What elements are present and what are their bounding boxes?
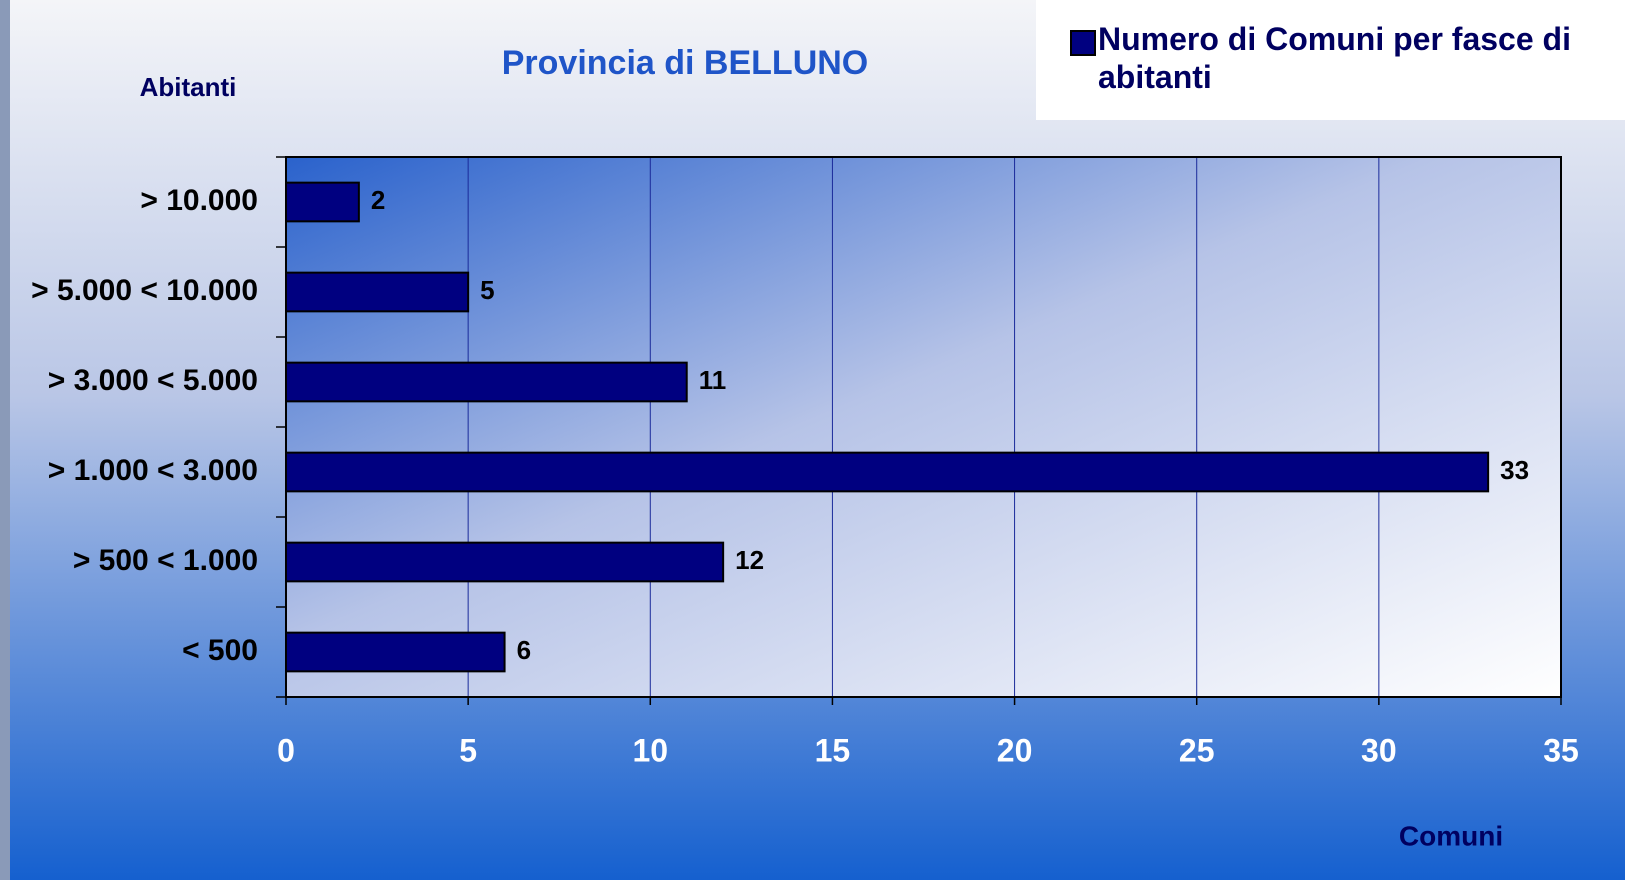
plot-area xyxy=(286,157,1561,697)
chart-title: Provincia di BELLUNO xyxy=(502,44,869,82)
y-tick-label: > 3.000 < 5.000 xyxy=(48,364,258,397)
left-strip xyxy=(0,0,10,880)
x-tick-label: 0 xyxy=(277,732,295,768)
y-tick-label: > 1.000 < 3.000 xyxy=(48,454,258,487)
legend-swatch xyxy=(1070,30,1096,56)
data-label: 11 xyxy=(699,365,727,395)
x-tick-label: 20 xyxy=(997,732,1033,768)
data-label: 2 xyxy=(371,185,385,215)
y-tick-label: > 10.000 xyxy=(140,184,258,217)
x-tick-label: 30 xyxy=(1361,732,1397,768)
data-label: 5 xyxy=(480,275,494,305)
x-tick-label: 25 xyxy=(1179,732,1215,768)
x-axis-label: Comuni xyxy=(1399,820,1503,851)
legend-label: Numero di Comuni per fasce di abitanti xyxy=(1098,21,1571,95)
bar xyxy=(285,361,688,403)
x-tick-label: 35 xyxy=(1543,732,1579,768)
y-tick-label: > 500 < 1.000 xyxy=(73,544,258,577)
bar xyxy=(285,271,470,313)
x-tick-label: 15 xyxy=(815,732,851,768)
bar xyxy=(285,541,725,583)
bar xyxy=(285,631,506,673)
y-tick-label: < 500 xyxy=(182,634,258,667)
y-axis-label: Abitanti xyxy=(140,72,237,102)
legend: Numero di Comuni per fasce di abitanti xyxy=(1036,0,1625,120)
data-label: 6 xyxy=(517,635,531,665)
bar xyxy=(285,451,1490,493)
data-label: 12 xyxy=(735,545,764,575)
data-label: 33 xyxy=(1500,455,1529,485)
x-tick-label: 5 xyxy=(459,732,477,768)
y-tick-label: > 5.000 < 10.000 xyxy=(31,274,258,307)
x-tick-label: 10 xyxy=(632,732,668,768)
bar xyxy=(285,181,360,223)
